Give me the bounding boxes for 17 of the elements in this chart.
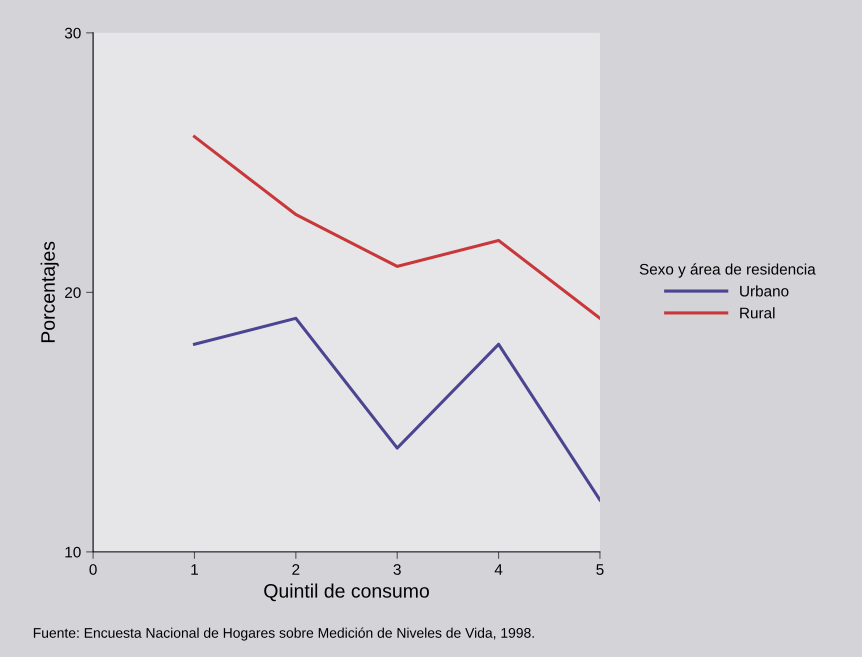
x-tick-label: 1 (191, 564, 198, 575)
x-tick-label: 2 (292, 564, 300, 575)
legend-label: Urbano (740, 285, 788, 297)
line-series (192, 135, 600, 320)
source-note: Fuente: Encuesta Nacional de Hogares sobre Medición de Niveles de Vida, 1998. (34, 627, 534, 641)
y-tick-label: 10 (65, 546, 81, 558)
x-tick-label: 4 (494, 564, 502, 575)
y-tick-label: 30 (64, 28, 81, 39)
legend-title: Sexo y área de residencia (640, 263, 816, 278)
x-tick-label: 0 (89, 564, 97, 575)
legend-label: Rural (740, 307, 774, 318)
x-tick-label: 3 (394, 564, 401, 575)
y-tick-label: 20 (65, 287, 81, 298)
x-tick-label: 5 (596, 564, 604, 575)
line-series (192, 316, 600, 502)
x-axis-title: Quintil de consumo (264, 583, 429, 602)
y-axis-title: Porcentajes (40, 242, 59, 342)
